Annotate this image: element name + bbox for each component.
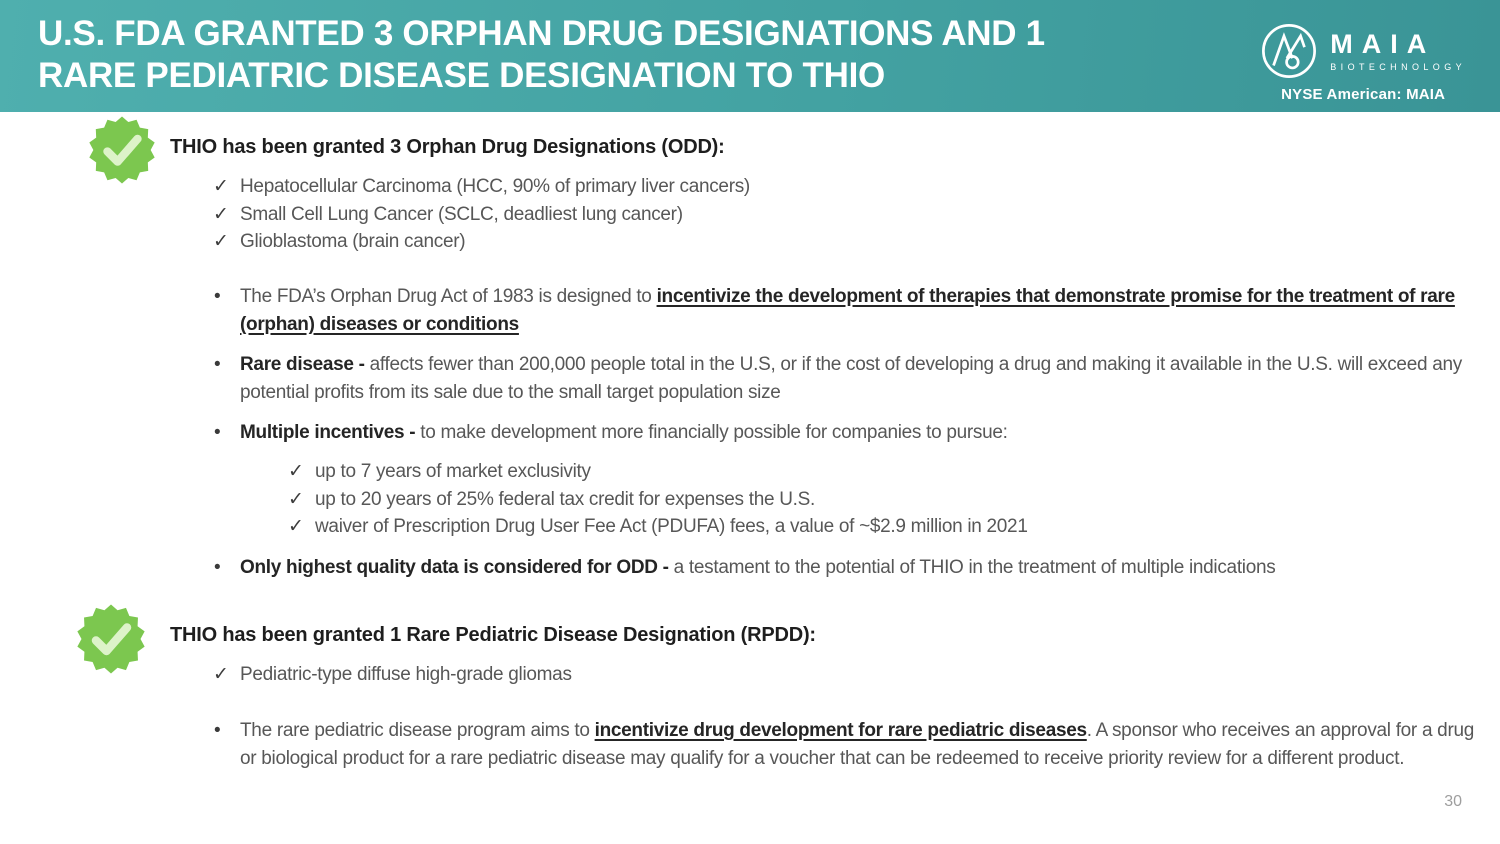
slide-title: U.S. FDA GRANTED 3 ORPHAN DRUG DESIGNATI… [38, 13, 1045, 97]
verified-badge-icon [77, 604, 145, 674]
bullet-icon: • [214, 557, 221, 578]
bullet-multiple-incentives: • Multiple incentives - to make developm… [214, 419, 1476, 447]
list-item: ✓ Hepatocellular Carcinoma (HCC, 90% of … [213, 173, 750, 201]
list-item: ✓ waiver of Prescription Drug User Fee A… [288, 513, 1028, 541]
check-icon: ✓ [213, 664, 229, 685]
bullet-text: Rare disease - affects fewer than 200,00… [240, 351, 1476, 407]
bullet-icon: • [214, 720, 221, 741]
bullet-highest-quality: • Only highest quality data is considere… [214, 554, 1476, 582]
check-icon: ✓ [288, 516, 304, 537]
header-band: U.S. FDA GRANTED 3 ORPHAN DRUG DESIGNATI… [0, 0, 1500, 112]
bullet-text-plain: The rare pediatric disease program aims … [240, 720, 595, 741]
bullet-orphan-drug-act: • The FDA’s Orphan Drug Act of 1983 is d… [214, 283, 1476, 339]
company-logo: MAIA BIOTECHNOLOGY NYSE American: MAIA [1260, 22, 1466, 103]
bullet-text: The FDA’s Orphan Drug Act of 1983 is des… [240, 283, 1476, 339]
odd-check-list: ✓ Hepatocellular Carcinoma (HCC, 90% of … [213, 173, 750, 256]
bullet-text: The rare pediatric disease program aims … [240, 717, 1476, 772]
list-item: ✓ Small Cell Lung Cancer (SCLC, deadlies… [213, 201, 750, 229]
bullet-text-plain: The FDA’s Orphan Drug Act of 1983 is des… [240, 286, 657, 307]
bullet-text-plain: a testament to the potential of THIO in … [668, 557, 1276, 578]
ticker-label: NYSE American: MAIA [1281, 86, 1446, 103]
slide-title-line1: U.S. FDA GRANTED 3 ORPHAN DRUG DESIGNATI… [38, 14, 1045, 53]
check-icon: ✓ [213, 203, 229, 225]
bullet-text-plain: affects fewer than 200,000 people total … [240, 354, 1462, 403]
bullet-text-emphasis: incentivize drug development for rare pe… [594, 720, 1087, 741]
check-icon: ✓ [288, 488, 304, 510]
incentives-check-list: ✓ up to 7 years of market exclusivity ✓ … [288, 458, 1028, 541]
odd-section-heading: THIO has been granted 3 Orphan Drug Desi… [170, 136, 725, 158]
check-icon: ✓ [213, 231, 229, 252]
rpdd-section-heading: THIO has been granted 1 Rare Pediatric D… [170, 624, 816, 646]
logo-name: MAIA [1330, 29, 1436, 59]
bullet-text: Only highest quality data is considered … [240, 554, 1276, 582]
list-item: ✓ up to 7 years of market exclusivity [288, 458, 1028, 486]
list-item-label: Pediatric-type diffuse high-grade glioma… [240, 664, 572, 685]
list-item-label: waiver of Prescription Drug User Fee Act… [315, 516, 1028, 537]
bullet-icon: • [214, 286, 221, 307]
list-item: ✓ up to 20 years of 25% federal tax cred… [288, 486, 1028, 514]
bullet-text-lead: Rare disease - [240, 354, 365, 375]
logo-row: MAIA BIOTECHNOLOGY [1260, 22, 1466, 80]
slide-title-line2: RARE PEDIATRIC DISEASE DESIGNATION TO TH… [38, 56, 885, 95]
check-icon: ✓ [288, 461, 304, 482]
bullet-text-lead: Multiple incentives - [240, 422, 416, 443]
list-item: ✓ Pediatric-type diffuse high-grade glio… [213, 661, 572, 689]
bullet-text-plain: to make development more financially pos… [415, 422, 1008, 443]
rpdd-check-list: ✓ Pediatric-type diffuse high-grade glio… [213, 661, 572, 689]
list-item-label: Hepatocellular Carcinoma (HCC, 90% of pr… [240, 176, 750, 197]
verified-badge-icon [89, 116, 155, 184]
bullet-rare-pediatric-program: • The rare pediatric disease program aim… [214, 717, 1476, 772]
bullet-icon: • [214, 354, 221, 375]
logo-wordmark: MAIA BIOTECHNOLOGY [1330, 29, 1466, 73]
bullet-text: Multiple incentives - to make developmen… [240, 419, 1008, 447]
list-item-label: up to 7 years of market exclusivity [315, 461, 591, 482]
maia-monogram-icon [1262, 24, 1317, 78]
bullet-text-lead: Only highest quality data is considered … [240, 557, 669, 578]
logo-subtitle: BIOTECHNOLOGY [1330, 62, 1466, 72]
check-icon: ✓ [213, 176, 229, 197]
list-item-label: Small Cell Lung Cancer (SCLC, deadliest … [240, 203, 683, 225]
bullet-text-plain: . A sponsor who receives an approval for… [240, 720, 1475, 769]
page-number: 30 [1444, 793, 1462, 810]
list-item-label: Glioblastoma (brain cancer) [240, 231, 466, 252]
list-item-label: up to 20 years of 25% federal tax credit… [315, 488, 815, 510]
bullet-icon: • [214, 422, 221, 443]
bullet-rare-disease: • Rare disease - affects fewer than 200,… [214, 351, 1476, 407]
list-item: ✓ Glioblastoma (brain cancer) [213, 228, 750, 256]
bullet-text-emphasis: incentivize the development of therapies… [240, 286, 1455, 335]
